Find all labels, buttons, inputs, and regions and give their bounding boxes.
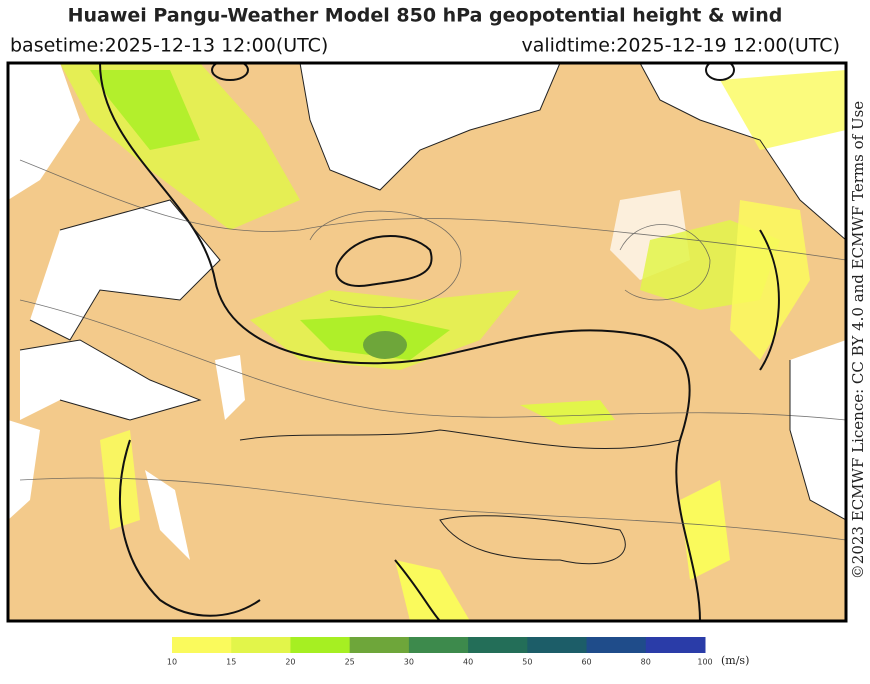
colorbar-segment	[349, 637, 410, 653]
colorbar-segment	[586, 637, 647, 653]
map	[6, 61, 848, 623]
colorbar-segment	[290, 637, 351, 653]
colorbar-segment	[231, 637, 291, 653]
colorbar-segment	[645, 637, 706, 653]
colorbar-label: 15	[226, 658, 236, 667]
colorbar-label: 10	[167, 658, 177, 667]
colorbar-label: 30	[404, 658, 414, 667]
colorbar-segment	[172, 637, 232, 653]
validtime: validtime:2025-12-19 12:00(UTC)	[521, 35, 840, 57]
colorbar-segment	[468, 637, 528, 653]
colorbar-unit: (m/s)	[721, 654, 749, 667]
colorbar: 10 15 20 25 30 40 50 60 80 100 (m/s)	[167, 637, 749, 667]
colorbar-label: 100	[697, 658, 712, 667]
colorbar-label: 50	[522, 658, 532, 667]
colorbar-label: 80	[641, 658, 651, 667]
colorbar-label: 40	[463, 658, 473, 667]
basetime: basetime:2025-12-13 12:00(UTC)	[10, 35, 328, 57]
colorbar-segment	[527, 637, 588, 653]
colorbar-segment	[408, 637, 469, 653]
colorbar-label: 60	[581, 658, 591, 667]
license: ©2023 ECMWF Licence: CC BY 4.0 and ECMWF…	[849, 101, 867, 580]
title: Huawei Pangu-Weather Model 850 hPa geopo…	[68, 5, 783, 27]
colorbar-label: 25	[345, 658, 355, 667]
colorbar-label: 20	[285, 658, 295, 667]
